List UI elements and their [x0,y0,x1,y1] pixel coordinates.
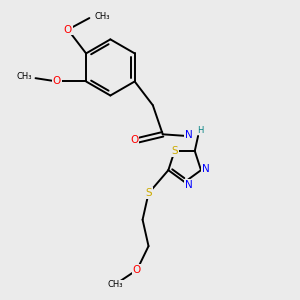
Text: CH₃: CH₃ [17,72,32,81]
Text: O: O [130,135,138,145]
Text: N: N [185,130,193,140]
Text: CH₃: CH₃ [108,280,123,289]
Text: S: S [171,146,178,156]
Text: N: N [185,180,193,190]
Text: CH₃: CH₃ [94,12,110,21]
Text: O: O [133,265,141,275]
Text: O: O [53,76,61,86]
Text: N: N [202,164,210,173]
Text: H: H [197,125,204,134]
Text: O: O [64,25,72,34]
Text: S: S [145,188,152,198]
